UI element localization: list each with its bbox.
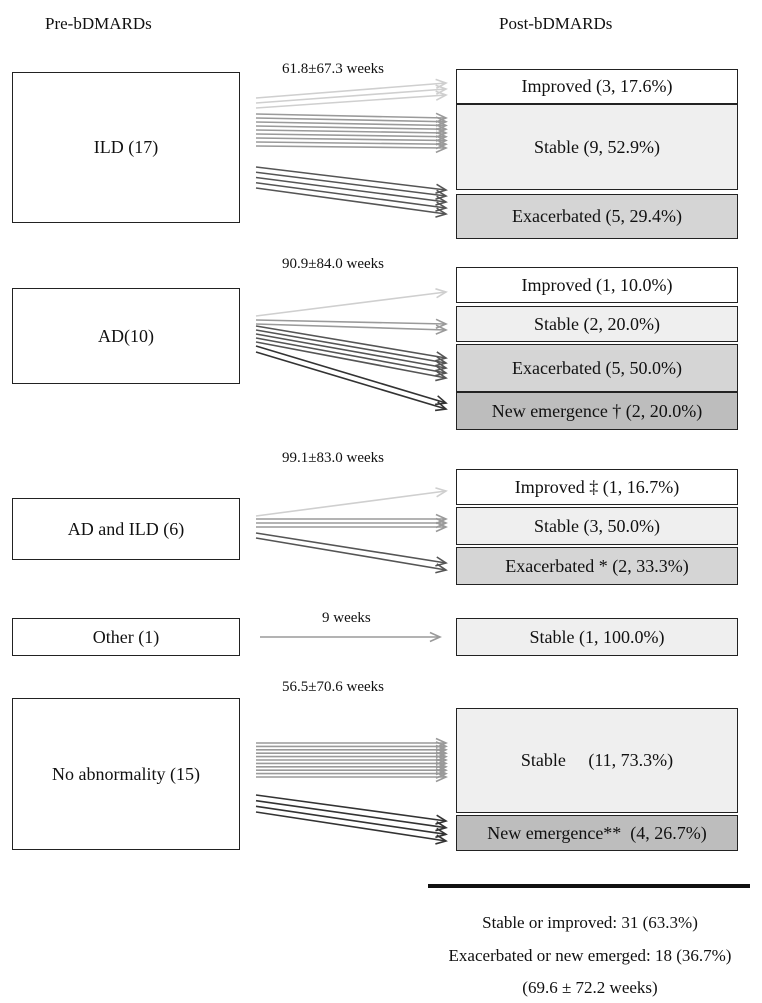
flow-arrow-ad-and-ild--exacerbated: [255, 532, 447, 564]
arrow-head-27: [435, 487, 448, 498]
flow-arrow-ild--stable: [255, 141, 447, 146]
arrow-head-23: [435, 366, 448, 377]
flow-arrow-ad--exacerbated: [255, 325, 447, 359]
flow-arrow-ad--improved: [255, 291, 447, 317]
other-stable-box: Stable (1, 100.0%): [456, 618, 738, 656]
ad-exacerbated-box: Exacerbated (5, 50.0%): [456, 344, 738, 392]
flow-arrow-ad--stable: [255, 319, 447, 325]
ild-exacerbated-box: Exacerbated (5, 29.4%): [456, 194, 738, 239]
ild-improved-box: Improved (3, 17.6%): [456, 69, 738, 104]
flow-arrow-ild--exacerbated: [255, 166, 447, 191]
flow-arrow-ad--new: [255, 345, 447, 404]
pre-header: Pre-bDMARDs: [45, 14, 152, 33]
flow-arrow-ad--exacerbated: [255, 337, 447, 374]
flow-arrow-ad-and-ild--exacerbated: [255, 537, 447, 571]
adild-improved-box: Improved ‡ (1, 16.7%): [456, 469, 738, 505]
flow-arrow-ild--exacerbated: [255, 176, 447, 203]
ad-stable-box: Stable (2, 20.0%): [456, 306, 738, 342]
group-other-weeks: 9 weeks: [322, 610, 371, 626]
flow-arrow-ild--exacerbated: [255, 181, 447, 209]
arrow-head-17: [435, 288, 448, 299]
noab-stable-box: Stable (11, 73.3%): [456, 708, 738, 813]
group-ild-weeks: 61.8±67.3 weeks: [282, 61, 384, 77]
flow-arrow-ild--stable: [255, 145, 447, 149]
flow-arrow-ild--stable: [255, 137, 447, 142]
flow-arrow-ild--stable: [255, 113, 447, 119]
summary-line-2: Exacerbated or new emerged: 18 (36.7%): [448, 946, 732, 965]
group-other-box: Other (1): [12, 618, 240, 656]
arrow-head-16: [435, 207, 448, 218]
arrow-head-24: [435, 371, 448, 382]
ild-stable-box: Stable (9, 52.9%): [456, 104, 738, 190]
arrow-head-32: [435, 563, 448, 574]
flow-arrow-ad--exacerbated: [255, 333, 447, 369]
flow-arrow-ild--exacerbated: [255, 171, 447, 197]
arrow-head-19: [435, 324, 448, 335]
arrow-head-48: [435, 834, 448, 845]
flow-arrow-ad--exacerbated: [255, 341, 447, 379]
flow-arrow-ild--improved: [255, 82, 447, 99]
flow-arrow-ild--stable: [255, 129, 447, 134]
flow-arrow-no-abnormality--new: [255, 799, 447, 829]
arrow-head-26: [434, 401, 448, 412]
summary-line-1: Stable or improved: 31 (63.3%): [482, 913, 698, 932]
flow-arrow-no-abnormality--new: [255, 794, 447, 822]
arrow-head-44: [435, 771, 448, 783]
group-ad-weeks: 90.9±84.0 weeks: [282, 256, 384, 272]
adild-exacerbated-box: Exacerbated * (2, 33.3%): [456, 547, 738, 585]
flow-arrow-ild--improved: [255, 94, 447, 109]
arrow-head-28: [435, 513, 448, 525]
group-ad-box: AD(10): [12, 288, 240, 384]
group-no-abnormality-weeks: 56.5±70.6 weeks: [282, 679, 384, 695]
flow-arrow-ad-and-ild--improved: [255, 490, 447, 517]
arrow-head-21: [435, 356, 448, 367]
arrow-head-29: [435, 517, 448, 529]
arrow-head-22: [435, 361, 448, 372]
flow-arrow-no-abnormality--new: [255, 805, 447, 836]
arrow-head-11: [435, 142, 448, 154]
flow-arrow-ild--stable: [255, 121, 447, 127]
group-ild-box: ILD (17): [12, 72, 240, 223]
arrow-head-25: [434, 395, 448, 406]
flow-arrow-ild--stable: [255, 117, 447, 123]
ad-new-emergence-box: New emergence † (2, 20.0%): [456, 392, 738, 430]
flow-arrow-ad--new: [255, 351, 447, 410]
flow-arrow-ad--exacerbated: [255, 329, 447, 364]
arrow-head-2: [435, 90, 448, 101]
flow-arrow-no-abnormality--new: [255, 811, 447, 842]
flow-arrow-ild--improved: [255, 88, 447, 104]
flow-arrow-ild--exacerbated: [255, 187, 447, 215]
arrow-head-20: [435, 351, 448, 362]
summary-line-3: (69.6 ± 72.2 weeks): [522, 978, 658, 997]
flow-arrow-ad--stable: [255, 323, 447, 331]
group-ad-ild-weeks: 99.1±83.0 weeks: [282, 450, 384, 466]
arrow-head-33: [429, 631, 442, 643]
summary-divider: [428, 884, 750, 888]
post-header: Post-bDMARDs: [499, 14, 613, 33]
group-ad-ild-box: AD and ILD (6): [12, 498, 240, 560]
group-no-abnormality-box: No abnormality (15): [12, 698, 240, 850]
adild-stable-box: Stable (3, 50.0%): [456, 507, 738, 545]
flow-arrow-ild--stable: [255, 133, 447, 138]
ad-improved-box: Improved (1, 10.0%): [456, 267, 738, 303]
flow-arrow-ild--stable: [255, 125, 447, 131]
arrow-head-30: [435, 521, 448, 533]
noab-new-emergence-box: New emergence** (4, 26.7%): [456, 815, 738, 851]
